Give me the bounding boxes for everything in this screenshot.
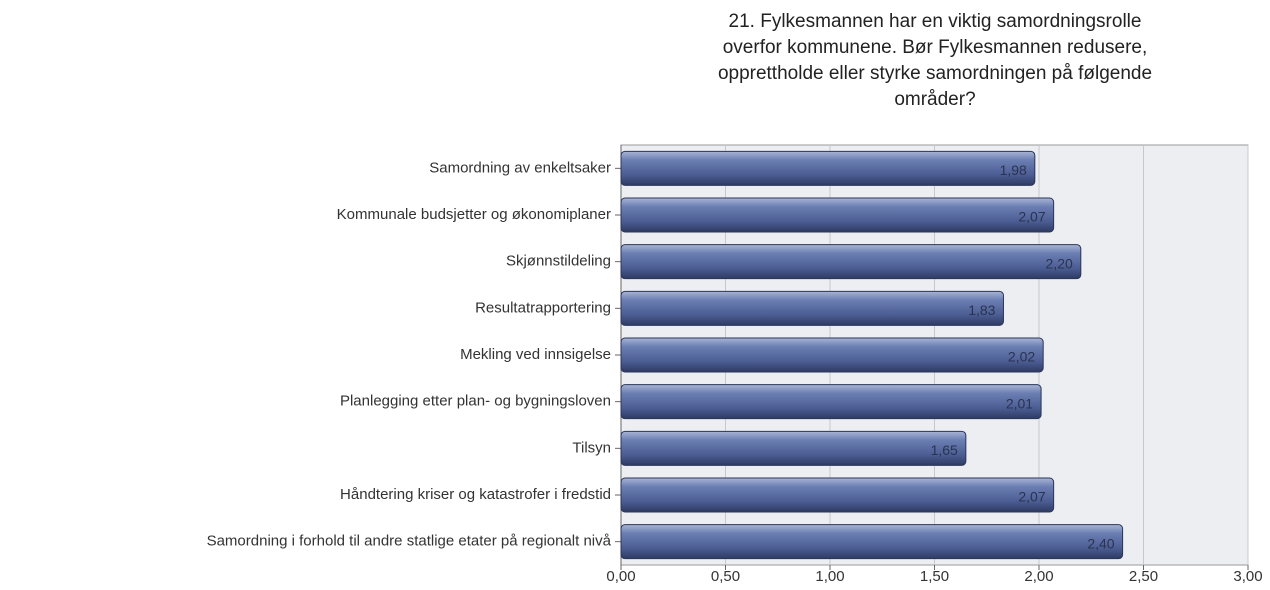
bar [620, 290, 1004, 326]
bar [620, 150, 1036, 186]
value-label: 2,40 [1087, 535, 1114, 551]
y-tick-label: Samordning i forhold til andre statlige … [207, 533, 612, 550]
bar [620, 197, 1055, 233]
x-tick-label: 2,00 [1024, 568, 1053, 585]
bar [620, 337, 1044, 373]
x-tick-label: 0,50 [711, 568, 740, 585]
chart-title: områder? [894, 89, 975, 110]
value-label: 2,07 [1018, 489, 1045, 505]
x-tick-label: 1,00 [815, 568, 844, 585]
chart-title: 21. Fylkesmannen har en viktig samordnin… [729, 11, 1142, 32]
value-label: 1,98 [1000, 162, 1027, 178]
x-tick-label: 1,50 [920, 568, 949, 585]
bar [620, 524, 1124, 560]
y-tick-label: Mekling ved innsigelse [460, 346, 611, 363]
value-label: 1,65 [931, 442, 958, 458]
bar [620, 430, 967, 466]
value-label: 2,07 [1018, 209, 1045, 225]
bar [620, 477, 1055, 513]
bar [620, 384, 1042, 420]
y-tick-label: Kommunale budsjetter og økonomiplaner [337, 206, 611, 223]
value-label: 1,83 [968, 302, 995, 318]
x-tick-label: 2,50 [1129, 568, 1158, 585]
value-label: 2,20 [1046, 255, 1073, 271]
value-label: 2,01 [1006, 395, 1033, 411]
chart-title: overfor kommunene. Bør Fylkesmannen redu… [723, 37, 1148, 58]
chart-title: opprettholde eller styrke samordningen p… [718, 63, 1152, 84]
value-label: 2,02 [1008, 349, 1035, 365]
bar [620, 244, 1082, 280]
y-tick-label: Håndtering kriser og katastrofer i freds… [340, 486, 611, 503]
y-tick-label: Resultatrapportering [475, 299, 611, 316]
x-tick-label: 0,00 [606, 568, 635, 585]
y-tick-label: Planlegging etter plan- og bygningsloven [340, 393, 611, 410]
y-tick-label: Tilsyn [572, 439, 611, 456]
x-tick-label: 3,00 [1233, 568, 1262, 585]
y-tick-label: Samordning av enkeltsaker [429, 159, 611, 176]
y-tick-label: Skjønnstildeling [506, 253, 611, 270]
